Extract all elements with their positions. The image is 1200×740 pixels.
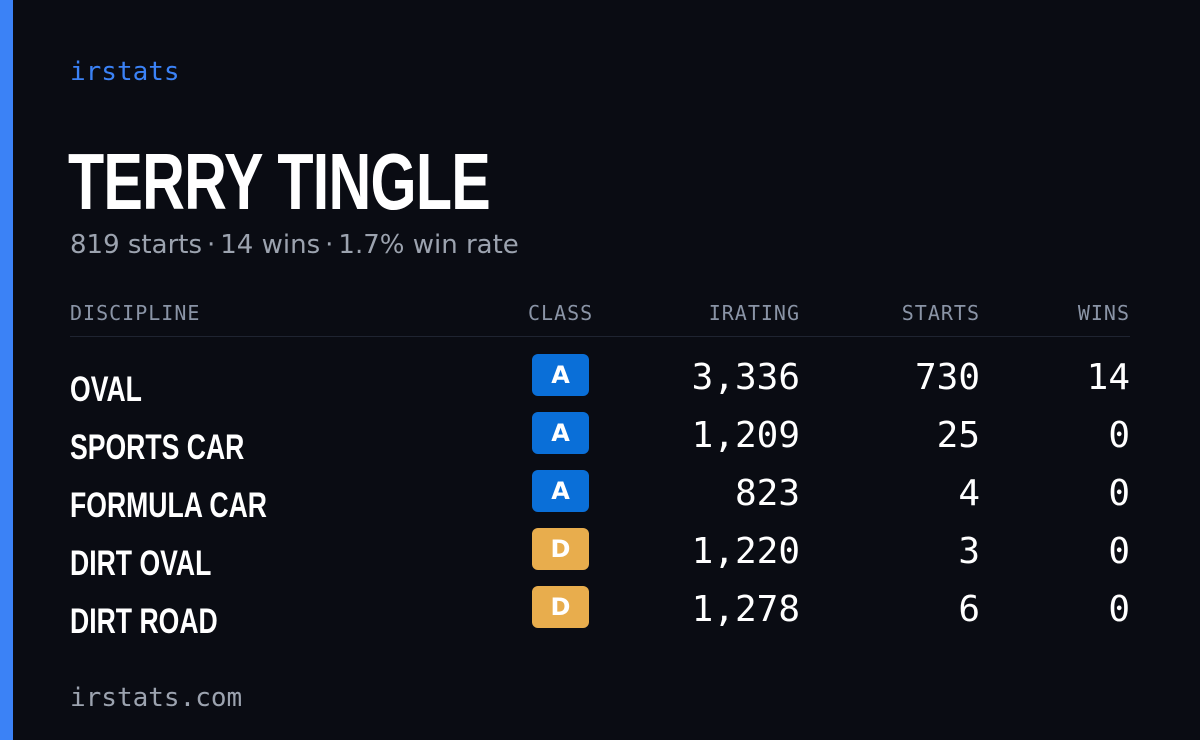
class-badge: A	[532, 470, 589, 512]
stats-table: DISCIPLINE CLASS IRATING STARTS WINS OVA…	[70, 298, 1130, 641]
discipline-name: FORMULA CAR	[70, 486, 268, 525]
discipline-name: DIRT OVAL	[70, 544, 212, 583]
irating-value: 1,220	[691, 531, 800, 572]
starts-value: 3	[958, 531, 980, 572]
class-badge: A	[532, 412, 589, 454]
starts-value: 730	[914, 357, 980, 398]
table-row: SPORTS CAR A 1,209 25 0	[70, 412, 1130, 470]
table-row: DIRT ROAD D 1,278 6 0	[70, 586, 1130, 644]
header-class: CLASS	[528, 301, 594, 325]
irating-value: 3,336	[691, 357, 800, 398]
starts-value: 6	[958, 589, 980, 630]
brand-logo-text: irstats	[70, 57, 180, 87]
irating-value: 823	[734, 473, 800, 514]
starts-value: 25	[936, 415, 980, 456]
table-body: OVAL A 3,336 730 14 SPORTS CAR A 1,209 2…	[70, 354, 1130, 644]
driver-summary: 819 starts · 14 wins · 1.7% win rate	[70, 228, 519, 262]
class-badge: D	[532, 528, 589, 570]
class-badge: A	[532, 354, 589, 396]
table-row: FORMULA CAR A 823 4 0	[70, 470, 1130, 528]
wins-value: 14	[1086, 357, 1130, 398]
class-badge: D	[532, 586, 589, 628]
starts-value: 4	[958, 473, 980, 514]
table-row: OVAL A 3,336 730 14	[70, 354, 1130, 412]
header-irating: IRATING	[708, 301, 800, 325]
footer-url: irstats.com	[70, 683, 243, 713]
win-rate-summary: 1.7% win rate	[338, 230, 519, 260]
starts-summary: 819 starts	[70, 230, 202, 260]
irating-value: 1,209	[691, 415, 800, 456]
header-wins: WINS	[1077, 301, 1130, 325]
accent-bar	[0, 0, 13, 740]
wins-summary: 14 wins	[220, 230, 321, 260]
irating-value: 1,278	[691, 589, 800, 630]
discipline-name: DIRT ROAD	[70, 602, 218, 641]
header-starts: STARTS	[901, 301, 980, 325]
separator: ·	[207, 230, 216, 260]
separator: ·	[325, 230, 334, 260]
discipline-name: SPORTS CAR	[70, 428, 245, 467]
wins-value: 0	[1108, 589, 1130, 630]
driver-name: TERRY TINGLE	[68, 137, 491, 226]
table-header: DISCIPLINE CLASS IRATING STARTS WINS	[70, 298, 1130, 337]
wins-value: 0	[1108, 531, 1130, 572]
header-discipline: DISCIPLINE	[70, 301, 201, 325]
discipline-name: OVAL	[70, 370, 142, 409]
table-row: DIRT OVAL D 1,220 3 0	[70, 528, 1130, 586]
wins-value: 0	[1108, 473, 1130, 514]
wins-value: 0	[1108, 415, 1130, 456]
